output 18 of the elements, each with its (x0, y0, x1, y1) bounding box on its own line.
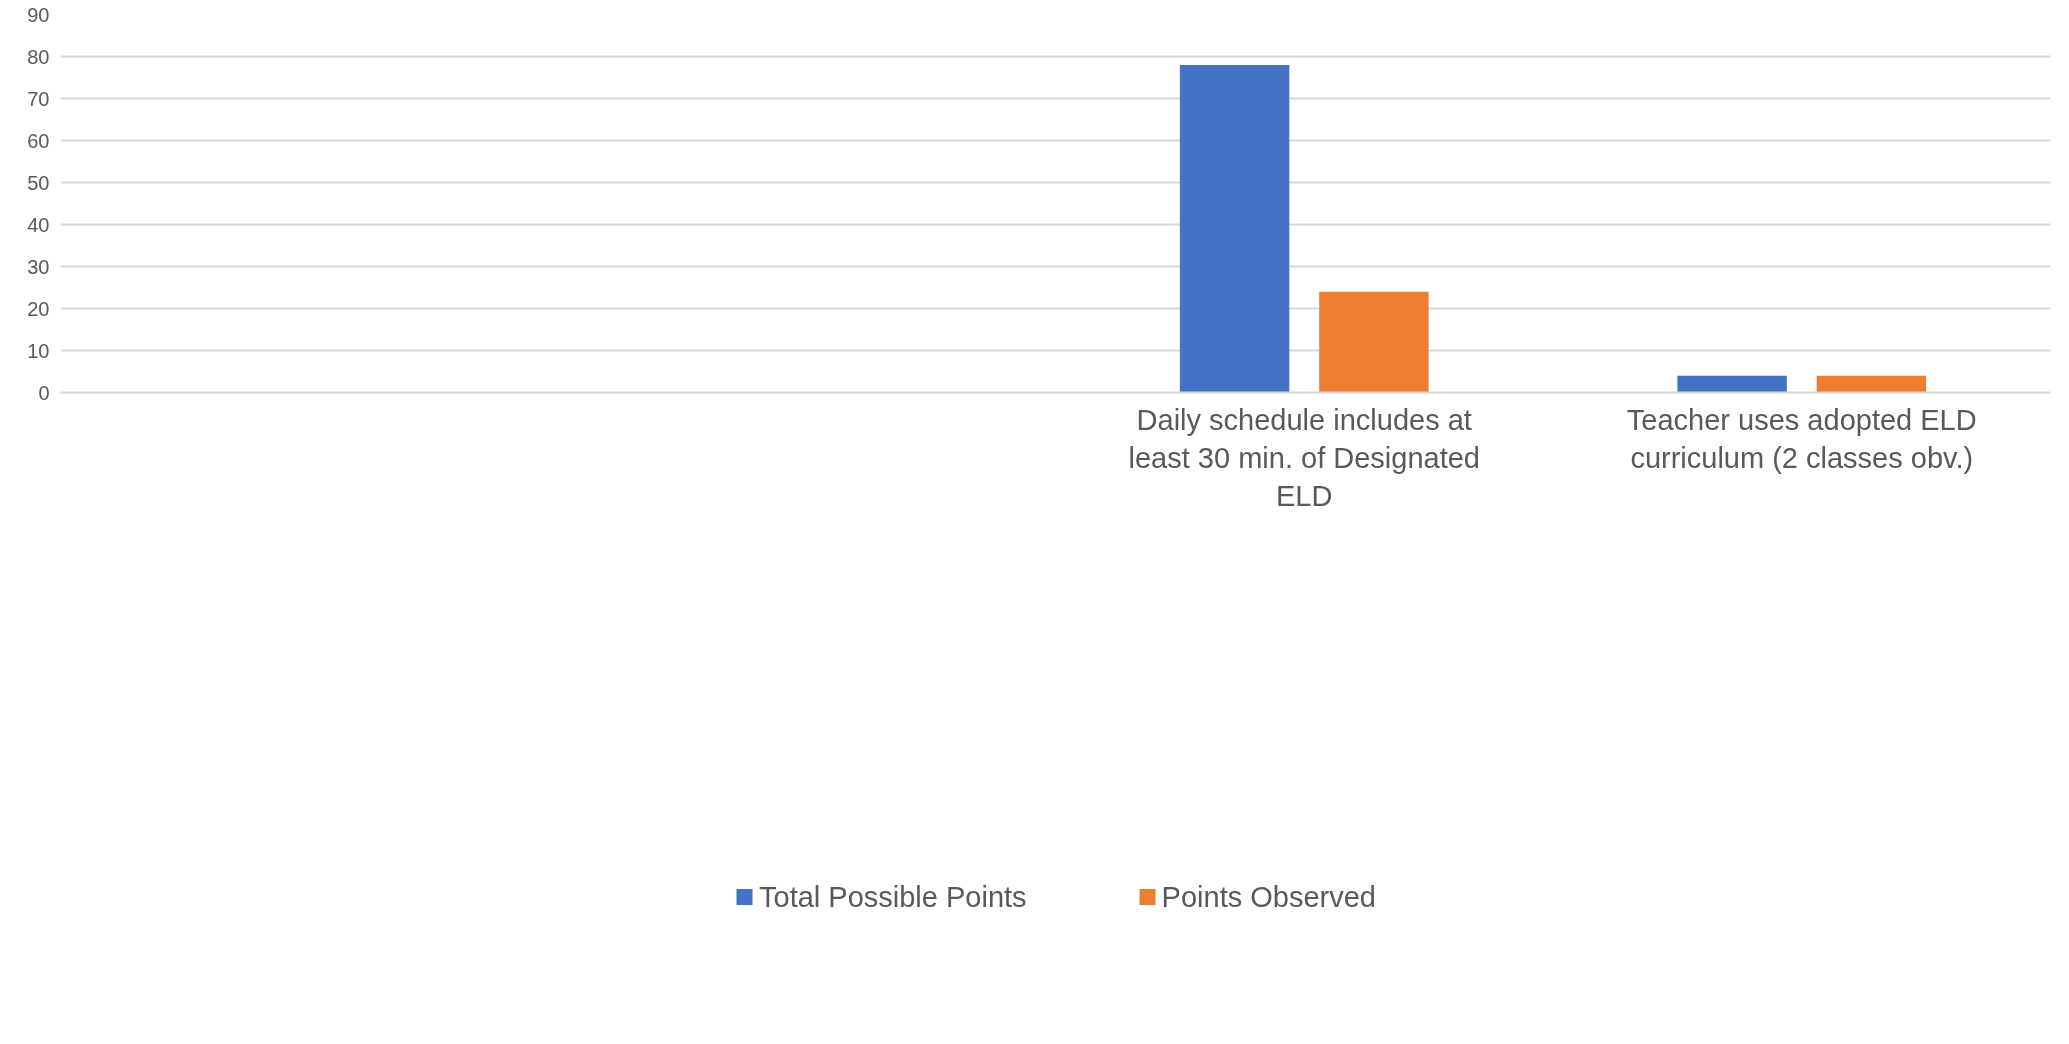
y-tick-label: 0 (38, 381, 50, 404)
y-tick-label: 80 (27, 45, 50, 68)
legend-label: Points Observed (1161, 880, 1376, 914)
y-tick-label: 50 (27, 171, 50, 194)
x-tick-label: Teacher uses adopted ELD curriculum (2 classes obv.) (1626, 403, 1977, 474)
bar (1816, 375, 1927, 393)
y-tick-label: 30 (27, 255, 50, 278)
legend-label: Total Possible Points (759, 880, 1027, 914)
y-tick-label: 90 (27, 3, 50, 26)
bar (1179, 64, 1290, 393)
y-tick-label: 20 (27, 297, 50, 320)
y-tick-label: 70 (27, 87, 50, 110)
y-tick-label: 10 (27, 339, 50, 362)
bar (1677, 375, 1787, 393)
y-tick-label: 60 (27, 129, 50, 152)
y-tick-label: 40 (27, 213, 50, 236)
x-tick-label: Daily schedule includes at least 30 min. of Designated ELD (1128, 403, 1480, 513)
bar (1319, 291, 1429, 393)
